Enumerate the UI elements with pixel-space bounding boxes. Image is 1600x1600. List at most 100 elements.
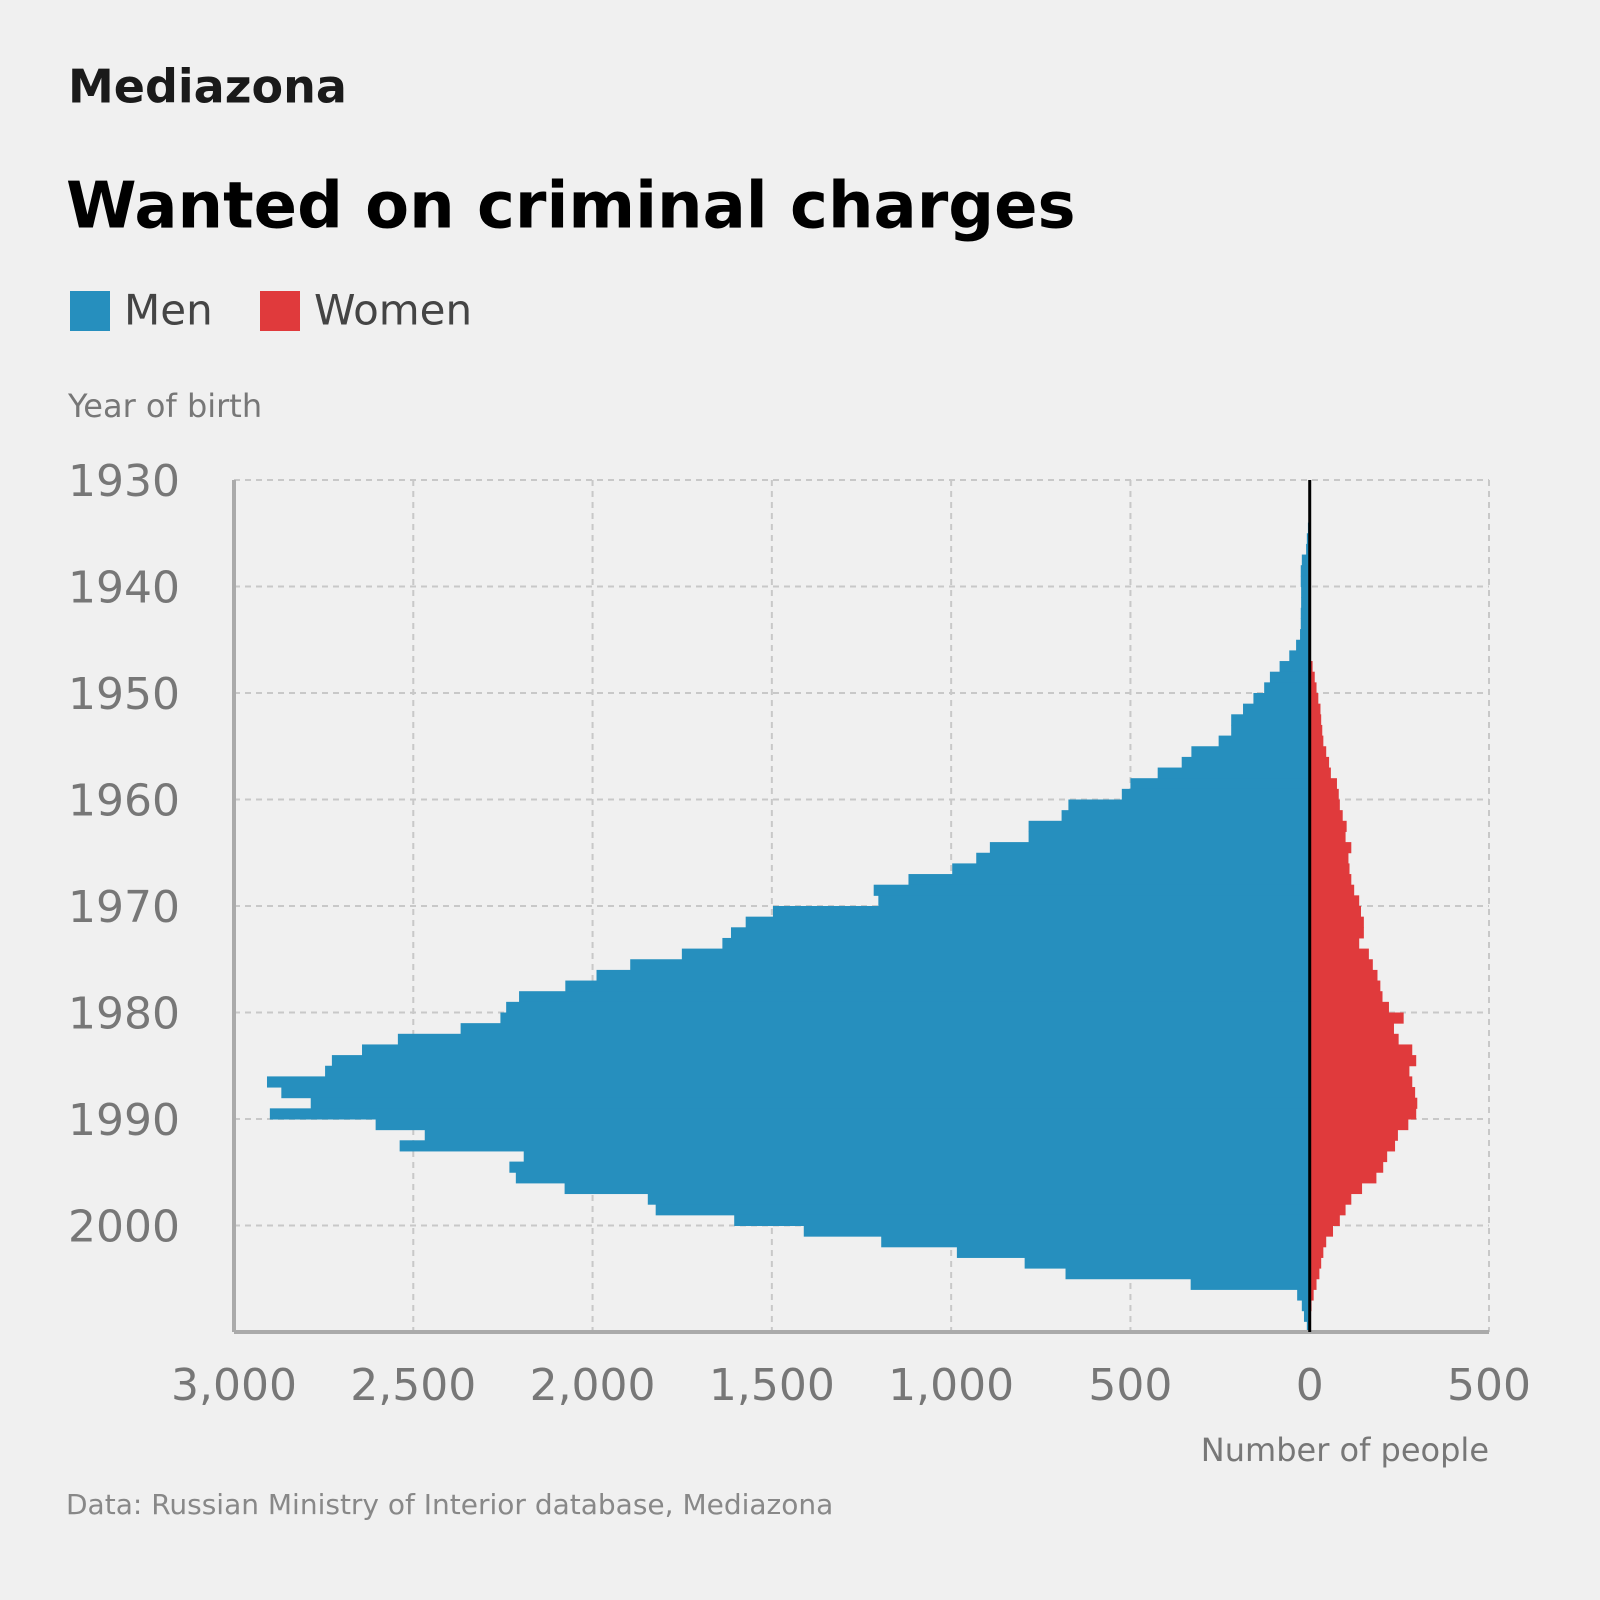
bar [1309, 948, 1369, 960]
bar [1309, 1193, 1352, 1205]
bar [1279, 661, 1310, 673]
bar [1130, 778, 1310, 790]
bar [873, 884, 1310, 896]
bar [647, 1193, 1310, 1205]
bar [1269, 671, 1310, 683]
bar [1309, 1055, 1417, 1067]
bar [1300, 618, 1310, 630]
bar [424, 1129, 1310, 1141]
bar [1296, 639, 1310, 651]
y-tick-label: 1970 [68, 882, 180, 933]
bar [976, 852, 1310, 864]
bar [1309, 1129, 1398, 1141]
y-axis-label: Year of birth [67, 387, 262, 425]
bar [1309, 1001, 1389, 1013]
bar [1300, 629, 1310, 641]
bar [772, 906, 1310, 918]
bar [1309, 767, 1331, 779]
bar [1231, 724, 1310, 737]
bar [1309, 1012, 1404, 1024]
bar [1300, 565, 1310, 577]
bar [281, 1087, 1310, 1099]
bar [519, 991, 1310, 1003]
bar [1218, 735, 1310, 747]
bar [1309, 959, 1373, 971]
bar [1309, 1225, 1334, 1237]
bar [881, 1236, 1310, 1248]
y-tick-label: 1980 [68, 989, 180, 1040]
bar [1300, 575, 1310, 587]
x-tick-label: 500 [1447, 1360, 1531, 1411]
bar [1191, 746, 1310, 758]
bar [266, 1076, 1310, 1088]
bar [1309, 724, 1323, 737]
bar [1068, 799, 1310, 811]
bar [1309, 693, 1319, 705]
bar [565, 980, 1310, 992]
legend-label: Men [124, 286, 213, 335]
bar [1309, 863, 1350, 875]
y-tick-label: 2000 [68, 1202, 180, 1253]
bar [1289, 650, 1310, 662]
x-tick-label: 1,000 [888, 1360, 1014, 1411]
bar [1309, 735, 1324, 747]
bar [1061, 810, 1310, 822]
bar [1309, 937, 1360, 950]
bar [1309, 969, 1378, 982]
bar [500, 1012, 1310, 1024]
bar [1309, 1278, 1317, 1290]
bar [1309, 778, 1337, 790]
y-tick-label: 1940 [68, 563, 180, 614]
bar [564, 1182, 1310, 1195]
bar [989, 842, 1310, 854]
bar [1309, 1257, 1322, 1269]
bar [1301, 554, 1310, 566]
bar [1181, 756, 1310, 769]
bar [460, 1023, 1310, 1035]
bar [1309, 991, 1383, 1003]
bar [310, 1097, 1310, 1109]
bar [1301, 597, 1310, 609]
bar [1309, 874, 1352, 886]
bar [515, 1172, 1310, 1184]
bar [1190, 1278, 1310, 1290]
bar [1309, 1246, 1324, 1258]
bar [952, 863, 1310, 875]
bar [1309, 1289, 1314, 1301]
bar [1309, 1033, 1399, 1045]
bar [1309, 810, 1343, 822]
bar [1024, 1257, 1310, 1269]
y-tick-label: 1950 [68, 669, 180, 720]
bar [1309, 1150, 1388, 1163]
bar [269, 1108, 1310, 1120]
x-tick-label: 1,500 [709, 1360, 835, 1411]
bar [1309, 1161, 1384, 1173]
bar [1028, 820, 1310, 832]
bar [375, 1119, 1310, 1131]
y-tick-label: 1990 [68, 1095, 180, 1146]
x-tick-label: 3,000 [171, 1360, 297, 1411]
source: Data: Russian Ministry of Interior datab… [66, 1488, 833, 1521]
bar [1309, 1119, 1409, 1131]
bar [1309, 1087, 1416, 1099]
bar [1301, 586, 1310, 598]
bar [1309, 1140, 1396, 1152]
bar [596, 969, 1310, 982]
x-axis-label: Number of people [1201, 1431, 1489, 1469]
bar [1309, 980, 1381, 992]
bar [1309, 916, 1364, 928]
bar [399, 1140, 1310, 1152]
bar [1309, 703, 1321, 715]
bar [1309, 1268, 1320, 1280]
bar [1309, 852, 1349, 864]
bar [506, 1001, 1310, 1013]
bar [331, 1055, 1310, 1067]
bar [1309, 756, 1330, 769]
bar [1309, 1182, 1363, 1195]
legend-swatch [260, 291, 300, 331]
bar [908, 874, 1310, 886]
bar [1028, 831, 1310, 843]
x-tick-label: 2,000 [530, 1360, 656, 1411]
bar [1309, 1204, 1346, 1216]
y-tick-label: 1930 [68, 456, 180, 507]
